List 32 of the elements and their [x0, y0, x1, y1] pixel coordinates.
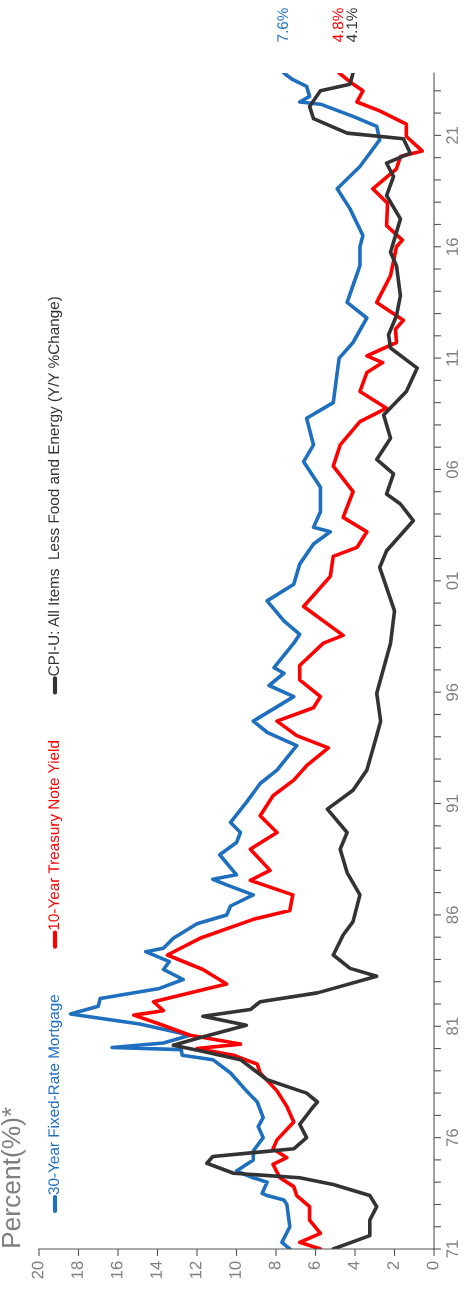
x-tick-label: 16 [110, 1261, 123, 1279]
y-tick-label: 16 [446, 238, 459, 255]
line-series [171, 73, 420, 1249]
text: 7.6% [277, 8, 288, 42]
x-tick-label: 12 [189, 1261, 202, 1279]
y-tick-label: 91 [446, 795, 459, 813]
text: 10-Year Treasury Note Yield [47, 741, 63, 930]
text: Percent(%)* [1, 1107, 26, 1247]
x-tick-label: 6 [308, 1261, 320, 1270]
x-tick-label: 4 [347, 1261, 360, 1270]
x-tick-label: 0 [426, 1261, 439, 1270]
y-tick-label: 81 [446, 1017, 459, 1035]
y-tick-label: 01 [446, 572, 459, 590]
y-tick-label: 11 [446, 350, 458, 366]
x-tick-label: 18 [71, 1261, 83, 1279]
line-series [68, 73, 382, 1249]
x-tick-label: 14 [150, 1261, 162, 1279]
x-tick-label: 2 [387, 1261, 399, 1270]
x-tick-label: 10 [229, 1261, 241, 1279]
y-tick-label: 76 [446, 1129, 459, 1147]
line-series [131, 73, 424, 1249]
y-tick-label: 86 [446, 906, 459, 924]
y-tick-label: 71 [446, 1240, 458, 1258]
x-tick-label: 20 [31, 1261, 44, 1279]
text: 30-Year Fixed-Rate Mortgage [47, 994, 63, 1195]
text: CPI-U: All Items Less Food and Energy (Y/Y %Change) [47, 297, 63, 676]
y-tick-label: 06 [446, 460, 459, 479]
text: 4.1% [346, 8, 358, 43]
x-tick-label: 8 [268, 1261, 281, 1270]
y-tick-label: 21 [446, 126, 458, 144]
text: 4.8% [332, 8, 344, 43]
y-tick-label: 96 [446, 683, 459, 701]
